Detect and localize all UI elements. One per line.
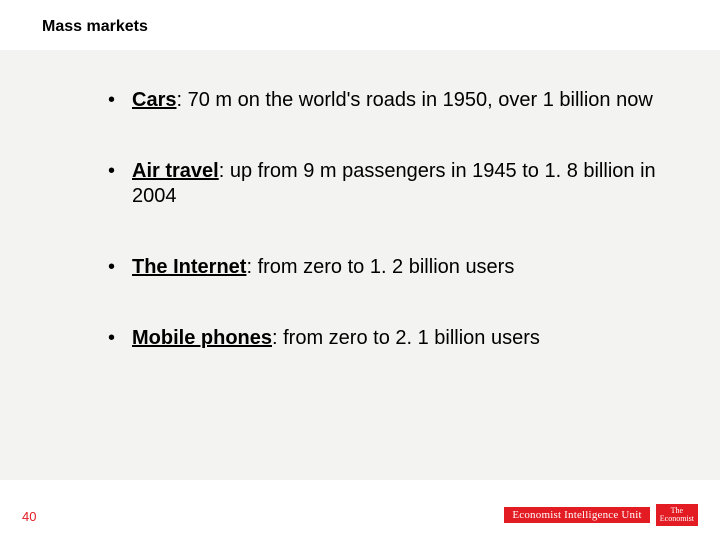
bullet-item: Mobile phones: from zero to 2. 1 billion…: [108, 326, 660, 351]
content-area: Cars: 70 m on the world's roads in 1950,…: [0, 50, 720, 480]
bullet-text: : from zero to 1. 2 billion users: [246, 256, 514, 278]
bullet-item: Cars: 70 m on the world's roads in 1950,…: [108, 88, 660, 113]
bullet-label: Air travel: [132, 160, 219, 182]
footer-logos: Economist Intelligence Unit The Economis…: [504, 504, 698, 526]
bullet-item: The Internet: from zero to 1. 2 billion …: [108, 255, 660, 280]
bullet-text: : from zero to 2. 1 billion users: [272, 327, 540, 349]
bullet-label: Mobile phones: [132, 327, 272, 349]
page-number: 40: [22, 509, 36, 524]
economist-logo: The Economist: [656, 504, 698, 526]
bullet-item: Air travel: up from 9 m passengers in 19…: [108, 159, 660, 209]
slide-title: Mass markets: [42, 18, 148, 36]
bullet-list: Cars: 70 m on the world's roads in 1950,…: [108, 88, 660, 351]
economist-line2: Economist: [660, 515, 694, 523]
bullet-label: The Internet: [132, 256, 246, 278]
eiu-logo: Economist Intelligence Unit: [504, 507, 649, 523]
bullet-text: : 70 m on the world's roads in 1950, ove…: [176, 89, 652, 111]
bullet-label: Cars: [132, 89, 176, 111]
